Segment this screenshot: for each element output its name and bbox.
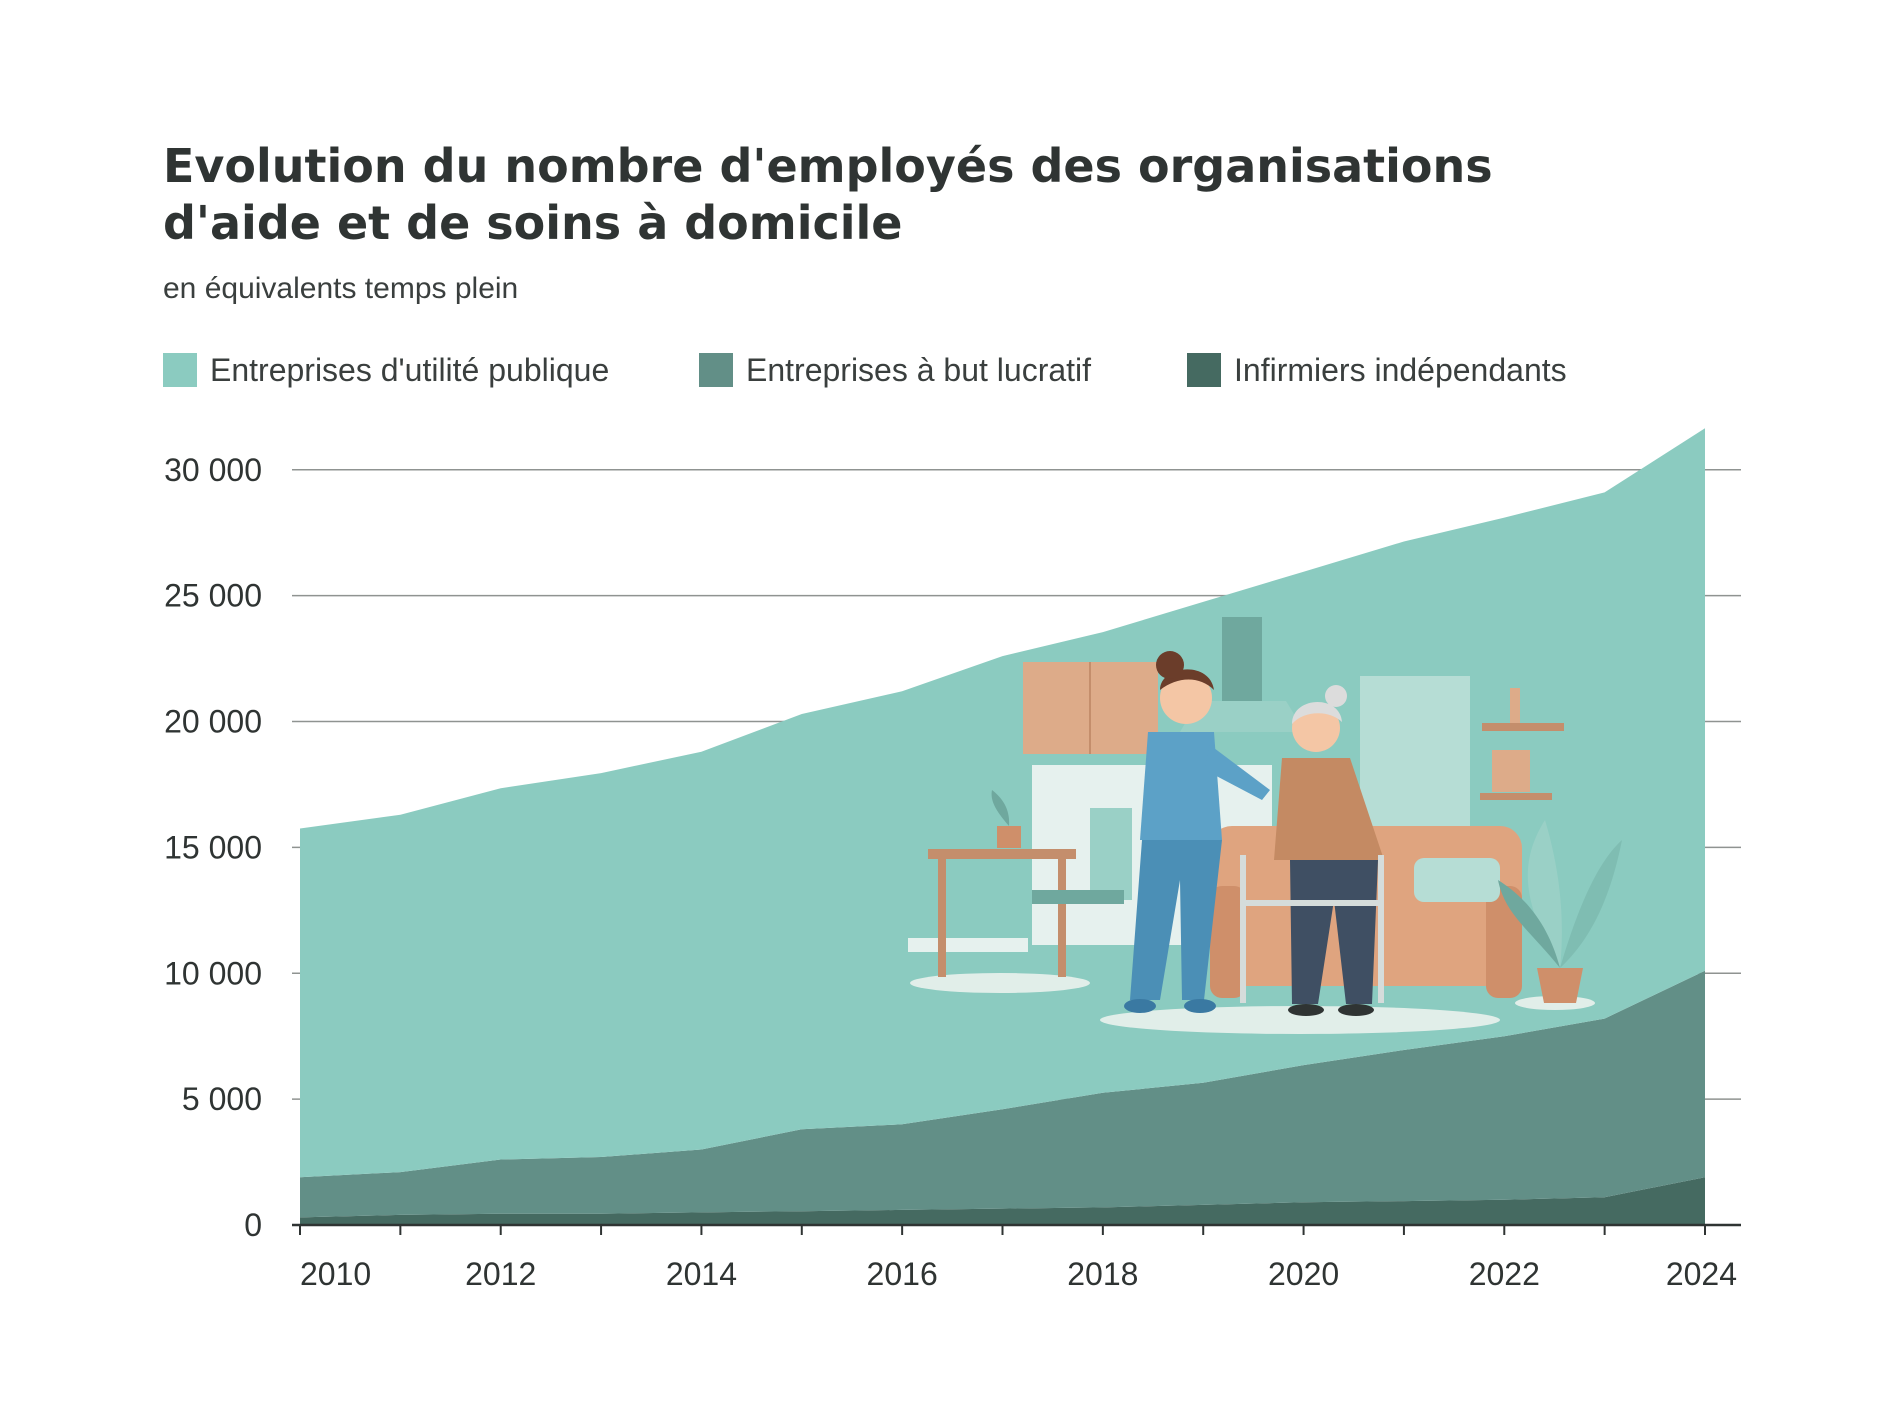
nurse-hair-bun	[1156, 651, 1184, 679]
home-care-illustration	[908, 617, 1622, 1034]
y-tick-label: 10 000	[164, 955, 262, 991]
table-top	[928, 849, 1076, 859]
elder-shoe-left	[1288, 1004, 1324, 1016]
legend-swatch-infirmiers-independants	[1187, 353, 1221, 387]
sofa-arm-left	[1210, 886, 1246, 998]
table-plant-pot	[997, 826, 1021, 848]
chart-title-line-1: Evolution du nombre d'employés des organ…	[163, 139, 1493, 193]
x-tick-label: 2016	[867, 1256, 938, 1292]
nurse-shoe-left	[1124, 999, 1156, 1013]
elder-trousers	[1290, 860, 1378, 1004]
elder-cardigan	[1274, 758, 1384, 860]
y-tick-label: 0	[244, 1207, 262, 1243]
y-tick-label: 15 000	[164, 829, 262, 865]
legend-item-but-lucratif: Entreprises à but lucratif	[699, 350, 1091, 390]
plant-leaf-2	[1560, 840, 1622, 968]
legend-item-infirmiers-independants: Infirmiers indépendants	[1187, 350, 1567, 390]
counter-base	[908, 938, 1028, 952]
elder-shoe-right	[1338, 1004, 1374, 1016]
walker-bar	[1240, 900, 1384, 906]
floor-shadow-table	[910, 973, 1090, 993]
legend-swatch-but-lucratif	[699, 353, 733, 387]
sofa-cushion	[1414, 858, 1500, 902]
shelf-book	[1510, 688, 1520, 723]
x-tick-label: 2024	[1666, 1256, 1737, 1292]
table-plant-leaf	[991, 790, 1010, 826]
axes: 0 5 000 10 000 15 000 20 000 25 000 30 000 2010…	[164, 452, 1741, 1292]
legend-item-utilite-publique: Entreprises d'utilité publique	[163, 350, 609, 390]
chair-back	[1090, 808, 1132, 900]
x-tick-label: 2012	[465, 1256, 536, 1292]
nurse-head	[1160, 672, 1212, 724]
fridge	[1360, 676, 1470, 846]
chart-title: Evolution du nombre d'employés des organ…	[163, 138, 1563, 252]
wall-shelf-bottom	[1480, 793, 1552, 800]
shelf-box	[1492, 750, 1530, 792]
table-leg-left	[938, 859, 946, 977]
sofa-arm-right	[1486, 886, 1522, 998]
chart-subtitle: en équivalents temps plein	[163, 272, 519, 305]
plant-pot	[1537, 968, 1583, 1003]
table-leg-right	[1058, 859, 1066, 977]
walker-leg-right	[1378, 855, 1384, 1003]
legend-label-but-lucratif: Entreprises à but lucratif	[746, 351, 1092, 388]
y-tick-label: 30 000	[164, 452, 262, 488]
legend: Entreprises d'utilité publique Entrepris…	[163, 350, 1763, 390]
chair-seat	[1032, 890, 1124, 904]
x-tick-label: 2010	[300, 1256, 371, 1292]
area-0	[300, 1177, 1705, 1225]
nurse-trousers	[1130, 840, 1222, 1000]
elder-head	[1292, 704, 1340, 752]
x-tick-label: 2018	[1067, 1256, 1138, 1292]
plant-leaf-3	[1498, 880, 1560, 968]
nurse-top	[1140, 732, 1222, 840]
x-tick-label: 2022	[1469, 1256, 1540, 1292]
chart-title-line-2: d'aide et de soins à domicile	[163, 196, 903, 250]
walker-leg-left	[1240, 855, 1246, 1003]
x-tick-label: 2020	[1268, 1256, 1339, 1292]
nurse-shoe-right	[1184, 999, 1216, 1013]
nurse-arm	[1205, 745, 1270, 800]
y-tick-label: 20 000	[164, 704, 262, 740]
elder-hair	[1292, 701, 1342, 724]
y-tick-label: 5 000	[182, 1081, 262, 1117]
area-1	[300, 970, 1705, 1218]
wall-shelf-top	[1482, 723, 1564, 731]
plant-leaf-1	[1527, 820, 1562, 968]
range-hood-chimney	[1222, 617, 1262, 701]
range-hood	[1180, 701, 1305, 732]
elder-hair-bun	[1325, 685, 1347, 707]
legend-label-infirmiers-independants: Infirmiers indépendants	[1234, 351, 1567, 388]
y-tick-label: 25 000	[164, 578, 262, 614]
legend-swatch-utilite-publique	[163, 353, 197, 387]
legend-label-utilite-publique: Entreprises d'utilité publique	[210, 351, 610, 388]
x-tick-label: 2014	[666, 1256, 737, 1292]
